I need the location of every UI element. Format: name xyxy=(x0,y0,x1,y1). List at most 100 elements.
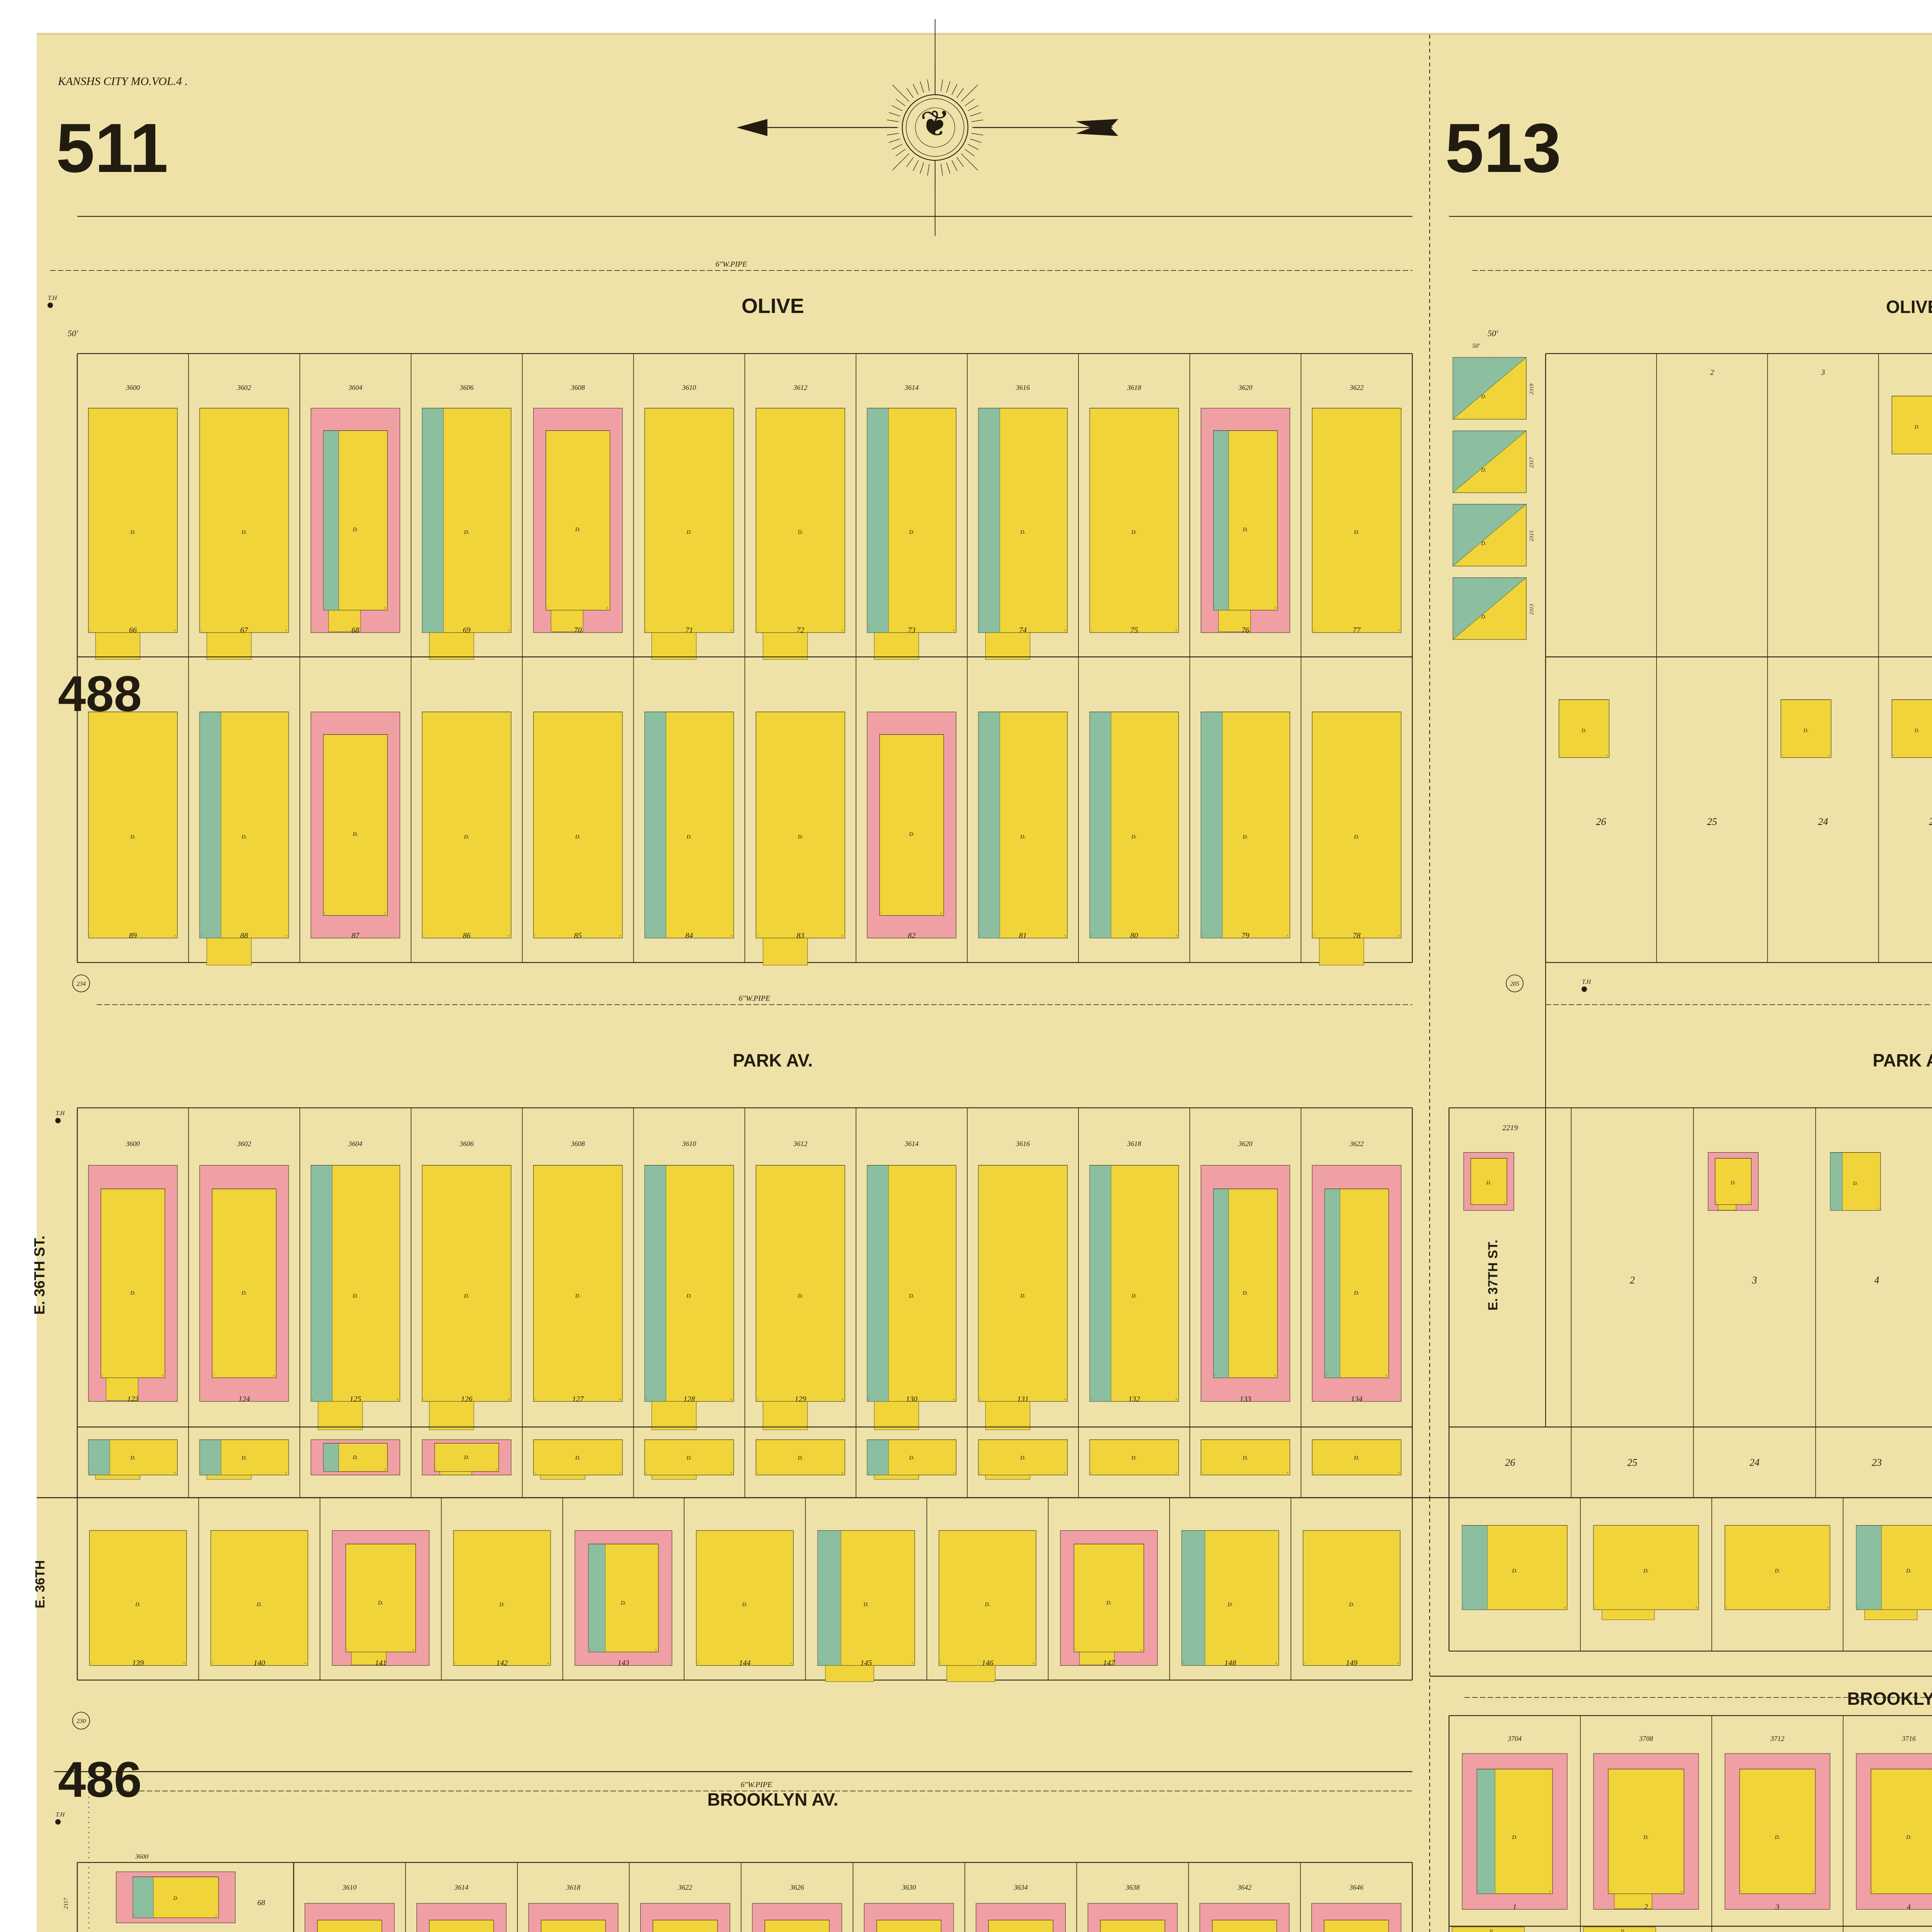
svg-text:x: x xyxy=(273,1374,275,1377)
svg-text:D.: D. xyxy=(1581,728,1587,733)
svg-text:26: 26 xyxy=(1505,1457,1515,1468)
svg-text:82: 82 xyxy=(908,932,915,940)
svg-text:x: x xyxy=(174,1471,176,1474)
svg-text:6"W.PIPE: 6"W.PIPE xyxy=(741,1781,772,1789)
svg-text:D.: D. xyxy=(1227,1602,1233,1608)
svg-text:D.: D. xyxy=(798,834,803,840)
svg-text:3626: 3626 xyxy=(790,1883,804,1891)
svg-text:123: 123 xyxy=(127,1395,139,1403)
svg-text:D.: D. xyxy=(1354,1291,1359,1296)
svg-text:D.: D. xyxy=(464,1293,469,1299)
svg-text:129: 129 xyxy=(795,1395,806,1403)
svg-text:D.: D. xyxy=(499,1602,505,1608)
svg-text:x: x xyxy=(1175,934,1177,937)
svg-text:131: 131 xyxy=(1017,1395,1029,1403)
svg-text:3612: 3612 xyxy=(793,1140,808,1148)
svg-text:D.: D. xyxy=(1349,1602,1354,1608)
svg-text:3614: 3614 xyxy=(454,1883,468,1891)
svg-text:3616: 3616 xyxy=(1015,384,1030,391)
svg-text:x: x xyxy=(1175,1397,1177,1401)
svg-text:x: x xyxy=(730,628,732,632)
svg-text:x: x xyxy=(1274,1374,1276,1377)
svg-text:D.: D. xyxy=(1643,1835,1649,1840)
svg-text:D.: D. xyxy=(1803,728,1809,733)
svg-text:x: x xyxy=(842,1397,844,1401)
svg-text:D.: D. xyxy=(909,1455,915,1461)
svg-text:D.: D. xyxy=(130,530,136,536)
svg-text:x: x xyxy=(495,1467,497,1471)
svg-text:79: 79 xyxy=(1242,932,1249,940)
svg-text:125: 125 xyxy=(350,1395,361,1403)
svg-text:84: 84 xyxy=(685,932,693,940)
svg-text:D.: D. xyxy=(1481,614,1486,620)
svg-text:141: 141 xyxy=(375,1659,386,1667)
svg-text:3630: 3630 xyxy=(901,1883,916,1891)
svg-text:T.H: T.H xyxy=(56,1811,65,1818)
svg-text:2313: 2313 xyxy=(1529,604,1535,615)
svg-text:3616: 3616 xyxy=(1015,1140,1030,1148)
svg-text:133: 133 xyxy=(1240,1395,1251,1403)
svg-text:142: 142 xyxy=(496,1659,508,1667)
svg-text:D.: D. xyxy=(130,1455,136,1461)
svg-text:D.: D. xyxy=(575,1455,581,1461)
svg-text:D.: D. xyxy=(352,1455,358,1461)
svg-text:x: x xyxy=(1549,1889,1551,1893)
svg-text:3620: 3620 xyxy=(1238,1140,1252,1148)
svg-text:x: x xyxy=(1827,1605,1828,1609)
svg-text:x: x xyxy=(384,606,386,609)
svg-text:77: 77 xyxy=(1353,626,1361,634)
svg-text:3646: 3646 xyxy=(1349,1883,1363,1891)
svg-text:68: 68 xyxy=(352,626,359,634)
svg-text:85: 85 xyxy=(574,932,582,940)
svg-text:D.: D. xyxy=(1354,834,1359,840)
svg-text:D.: D. xyxy=(1131,530,1137,536)
svg-text:3602: 3602 xyxy=(237,1140,251,1148)
svg-text:x: x xyxy=(842,628,844,632)
svg-text:2: 2 xyxy=(1630,1274,1635,1286)
svg-text:143: 143 xyxy=(617,1659,629,1667)
svg-text:x: x xyxy=(1286,1471,1288,1474)
svg-text:x: x xyxy=(953,628,955,632)
svg-text:x: x xyxy=(619,934,621,937)
svg-text:x: x xyxy=(547,1661,549,1665)
svg-text:D.: D. xyxy=(1242,834,1248,840)
svg-text:PARK AV.: PARK AV. xyxy=(733,1050,813,1070)
svg-text:124: 124 xyxy=(238,1395,250,1403)
svg-text:3622: 3622 xyxy=(1349,384,1364,391)
svg-text:1: 1 xyxy=(1513,1903,1517,1911)
svg-text:511: 511 xyxy=(56,109,168,187)
svg-text:D.: D. xyxy=(1020,530,1026,536)
svg-text:D.: D. xyxy=(1774,1835,1780,1840)
svg-text:E. 36TH ST.: E. 36TH ST. xyxy=(32,1236,48,1315)
svg-text:x: x xyxy=(1064,628,1066,632)
svg-text:2: 2 xyxy=(1710,368,1714,377)
svg-text:D.: D. xyxy=(1489,1929,1493,1932)
svg-text:134: 134 xyxy=(1351,1395,1362,1403)
svg-text:D.: D. xyxy=(1020,1293,1026,1299)
svg-text:D.: D. xyxy=(1242,1455,1248,1461)
svg-text:x: x xyxy=(1398,934,1400,937)
svg-text:4: 4 xyxy=(1874,1274,1879,1286)
svg-text:x: x xyxy=(1175,1471,1177,1474)
svg-text:2117: 2117 xyxy=(63,1897,69,1909)
svg-text:3600: 3600 xyxy=(126,384,140,391)
svg-text:D.: D. xyxy=(130,834,136,840)
svg-text:D.: D. xyxy=(1242,527,1248,533)
svg-text:D.: D. xyxy=(1914,728,1920,733)
svg-text:PARK AV.: PARK AV. xyxy=(1872,1050,1932,1070)
svg-text:3716: 3716 xyxy=(1901,1735,1916,1742)
svg-text:D.: D. xyxy=(464,834,469,840)
svg-text:3602: 3602 xyxy=(237,384,251,391)
svg-text:3708: 3708 xyxy=(1639,1735,1653,1742)
svg-text:D.: D. xyxy=(909,832,915,837)
svg-text:3712: 3712 xyxy=(1770,1735,1784,1742)
svg-text:81: 81 xyxy=(1019,932,1027,940)
svg-text:75: 75 xyxy=(1130,626,1138,634)
svg-text:D.: D. xyxy=(1481,394,1486,400)
svg-text:D.: D. xyxy=(135,1602,141,1608)
svg-text:x: x xyxy=(1286,934,1288,937)
svg-text:x: x xyxy=(1398,628,1400,632)
svg-text:D.: D. xyxy=(1774,1568,1780,1574)
svg-text:D.: D. xyxy=(1512,1568,1517,1574)
svg-text:D.: D. xyxy=(1481,468,1486,473)
